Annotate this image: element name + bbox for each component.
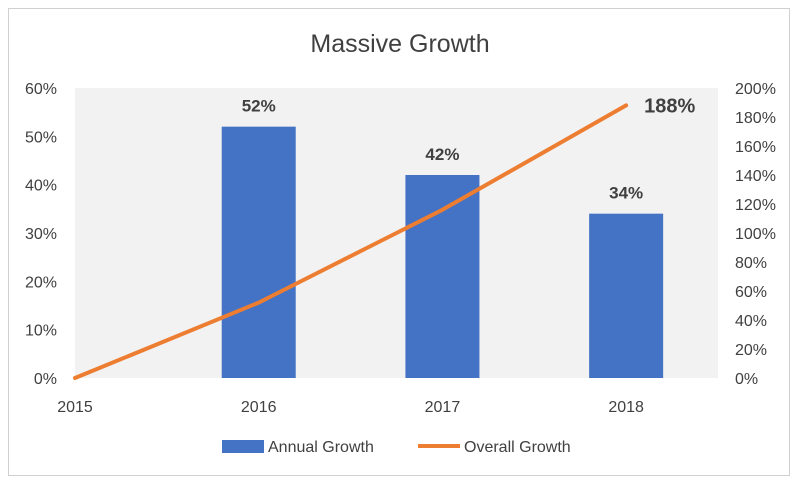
legend: Annual Growth Overall Growth [222, 439, 571, 456]
y-right-tick-label: 20% [735, 342, 767, 359]
bar-data-label: 34% [609, 184, 643, 203]
legend-label: Overall Growth [464, 439, 571, 456]
y-right-tick-label: 160% [735, 139, 776, 156]
y-left-tick-label: 40% [25, 178, 57, 195]
y-left-tick-label: 30% [25, 226, 57, 243]
y-left-tick-label: 10% [25, 323, 57, 340]
legend-label: Annual Growth [268, 439, 374, 456]
bar [589, 213, 664, 378]
y-right-tick-label: 180% [735, 110, 776, 127]
legend-swatch-annual [222, 440, 264, 453]
y-right-tick-label: 100% [735, 226, 776, 243]
y-right-tick-label: 140% [735, 168, 776, 185]
y-right-tick-label: 0% [735, 371, 758, 388]
x-tick-label: 2015 [57, 399, 93, 416]
y-right-tick-label: 80% [735, 255, 767, 272]
y-left-tick-label: 50% [25, 129, 57, 146]
bar-data-label: 52% [242, 97, 276, 116]
y-left-tick-label: 0% [34, 371, 57, 388]
bar [221, 126, 296, 379]
x-tick-label: 2017 [425, 399, 461, 416]
y-right-tick-label: 40% [735, 313, 767, 330]
x-tick-label: 2018 [608, 399, 644, 416]
overall-growth-line [73, 103, 629, 380]
y-left-tick-label: 20% [25, 274, 57, 291]
line-data-label: 188% [644, 95, 695, 117]
y-right-tick-label: 120% [735, 197, 776, 214]
chart-title: Massive Growth [310, 30, 489, 58]
bar-data-label: 42% [425, 145, 459, 164]
bar [405, 175, 480, 378]
x-tick-label: 2016 [241, 399, 277, 416]
y-left-tick-label: 60% [25, 81, 57, 98]
y-right-tick-label: 60% [735, 284, 767, 301]
y-right-tick-label: 200% [735, 81, 776, 98]
